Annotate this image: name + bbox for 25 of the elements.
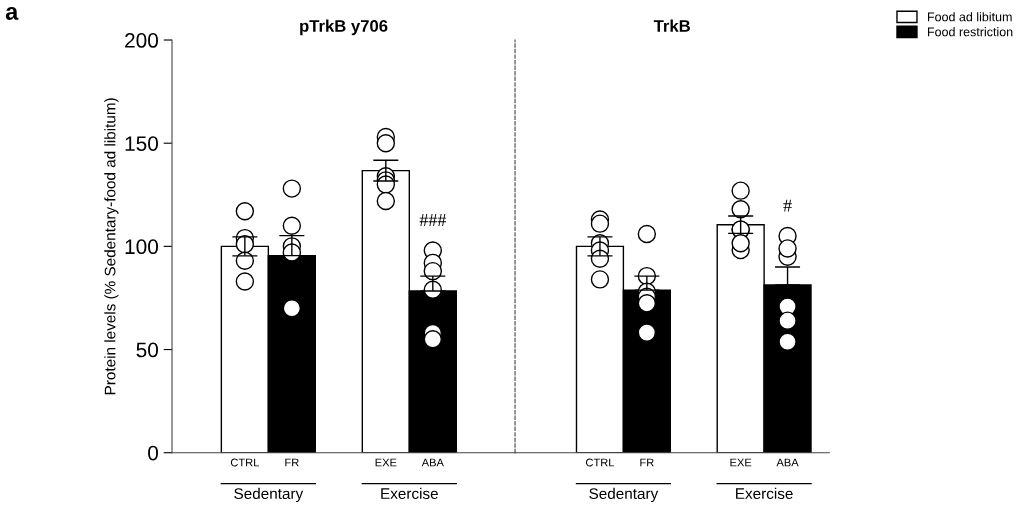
- x-tick-label: FR: [285, 458, 299, 467]
- text: a: [5, 6, 19, 20]
- x-tick-label: CTRL: [230, 458, 259, 467]
- y-tick-label: 200: [125, 33, 159, 48]
- x-tick-label: ABA: [421, 458, 444, 467]
- x-tick-label: CTRL: [586, 458, 615, 467]
- text: Sedentary: [589, 487, 659, 503]
- x-tick-label: EXE: [375, 458, 397, 467]
- text: Exercise: [736, 487, 793, 500]
- text: Exercise: [381, 487, 438, 500]
- y-tick-label: 0: [148, 445, 159, 461]
- y-axis-title: Protein levels (% Sedentary-food ad libitum): [104, 98, 119, 395]
- legend-label: Food restriction: [928, 27, 1013, 37]
- y-tick-label: 50: [136, 342, 159, 358]
- legend-label: Food ad libitum: [928, 12, 1012, 22]
- annotation: #: [783, 199, 792, 212]
- chart-title: pTrkB y706: [300, 19, 388, 36]
- x-tick-label: ABA: [776, 458, 799, 467]
- y-tick-label: 150: [125, 136, 159, 151]
- x-tick-label: EXE: [730, 458, 752, 467]
- chart-title: TrkB: [653, 19, 690, 32]
- annotation: ###: [419, 214, 447, 226]
- x-tick-label: FR: [640, 458, 654, 467]
- text: Sedentary: [234, 487, 304, 503]
- y-tick-label: 100: [125, 239, 159, 255]
